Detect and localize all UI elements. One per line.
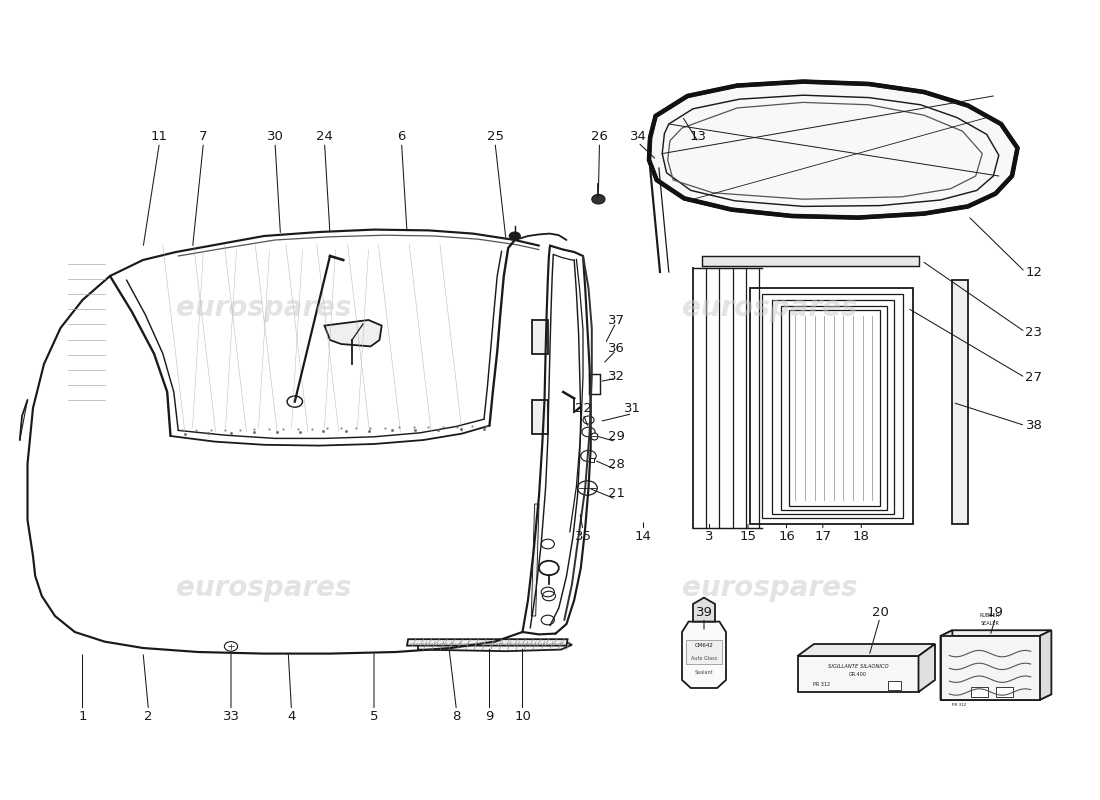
Text: 33: 33 bbox=[222, 710, 240, 722]
FancyBboxPatch shape bbox=[686, 640, 722, 664]
Text: 32: 32 bbox=[607, 370, 625, 382]
FancyBboxPatch shape bbox=[997, 687, 1012, 697]
Polygon shape bbox=[798, 644, 935, 656]
Text: 26: 26 bbox=[591, 130, 608, 142]
Text: eurospares: eurospares bbox=[176, 574, 352, 602]
Circle shape bbox=[509, 232, 520, 240]
Text: 9: 9 bbox=[485, 710, 494, 722]
FancyBboxPatch shape bbox=[532, 320, 548, 354]
Text: eurospares: eurospares bbox=[682, 574, 858, 602]
Text: 29: 29 bbox=[607, 430, 625, 442]
Text: 30: 30 bbox=[266, 130, 284, 142]
Text: 7: 7 bbox=[199, 130, 208, 142]
Text: 14: 14 bbox=[635, 530, 652, 542]
Text: 38: 38 bbox=[1025, 419, 1043, 432]
FancyBboxPatch shape bbox=[971, 687, 988, 697]
Text: 8: 8 bbox=[452, 710, 461, 722]
Text: PR 312: PR 312 bbox=[813, 682, 830, 686]
FancyBboxPatch shape bbox=[588, 374, 600, 394]
Polygon shape bbox=[531, 504, 539, 616]
Text: 12: 12 bbox=[1025, 266, 1043, 278]
Text: 22: 22 bbox=[574, 402, 592, 414]
Polygon shape bbox=[418, 640, 572, 651]
Text: 23: 23 bbox=[1025, 326, 1043, 338]
Text: 31: 31 bbox=[624, 402, 641, 414]
Text: RUBBER: RUBBER bbox=[980, 614, 1000, 618]
Polygon shape bbox=[693, 598, 715, 622]
Text: 4: 4 bbox=[287, 710, 296, 722]
Text: Sealant: Sealant bbox=[695, 670, 713, 674]
Text: 16: 16 bbox=[778, 530, 795, 542]
Polygon shape bbox=[702, 256, 918, 266]
Text: 37: 37 bbox=[607, 314, 625, 326]
Text: 39: 39 bbox=[695, 606, 713, 618]
Polygon shape bbox=[1040, 630, 1052, 700]
Text: eurospares: eurospares bbox=[176, 294, 352, 322]
Text: 5: 5 bbox=[370, 710, 378, 722]
Text: SIGILLANTE SILAONICO: SIGILLANTE SILAONICO bbox=[827, 663, 889, 669]
Text: 18: 18 bbox=[852, 530, 870, 542]
Text: 28: 28 bbox=[607, 458, 625, 470]
Circle shape bbox=[592, 194, 605, 204]
Text: 24: 24 bbox=[316, 130, 333, 142]
Text: eurospares: eurospares bbox=[682, 294, 858, 322]
Text: 19: 19 bbox=[987, 606, 1004, 618]
Text: 36: 36 bbox=[607, 342, 625, 354]
Text: 2: 2 bbox=[144, 710, 153, 722]
Polygon shape bbox=[952, 280, 968, 524]
Text: 17: 17 bbox=[814, 530, 832, 542]
Text: 15: 15 bbox=[739, 530, 757, 542]
FancyBboxPatch shape bbox=[889, 681, 902, 690]
Polygon shape bbox=[940, 630, 1052, 636]
Text: 35: 35 bbox=[574, 530, 592, 542]
Text: 20: 20 bbox=[871, 606, 889, 618]
Polygon shape bbox=[649, 82, 1018, 218]
Text: SEALER: SEALER bbox=[980, 622, 1000, 626]
Polygon shape bbox=[940, 630, 953, 700]
Text: 21: 21 bbox=[607, 487, 625, 500]
Text: 34: 34 bbox=[629, 130, 647, 142]
Text: 25: 25 bbox=[486, 130, 504, 142]
Text: CM642: CM642 bbox=[694, 643, 714, 648]
Polygon shape bbox=[798, 656, 918, 692]
Polygon shape bbox=[324, 320, 382, 346]
Text: 3: 3 bbox=[705, 530, 714, 542]
Text: 10: 10 bbox=[514, 710, 531, 722]
Polygon shape bbox=[940, 694, 1052, 700]
Text: PR 312: PR 312 bbox=[952, 703, 966, 707]
Text: 1: 1 bbox=[78, 710, 87, 722]
Polygon shape bbox=[918, 644, 935, 692]
FancyBboxPatch shape bbox=[532, 400, 548, 434]
Text: Auto Glass: Auto Glass bbox=[691, 656, 717, 661]
Polygon shape bbox=[940, 636, 1040, 700]
Text: 27: 27 bbox=[1025, 371, 1043, 384]
Text: 6: 6 bbox=[397, 130, 406, 142]
Text: GR.400: GR.400 bbox=[849, 671, 867, 677]
Polygon shape bbox=[682, 622, 726, 688]
Text: 13: 13 bbox=[690, 130, 707, 142]
Text: 11: 11 bbox=[151, 130, 168, 142]
Polygon shape bbox=[407, 639, 568, 646]
